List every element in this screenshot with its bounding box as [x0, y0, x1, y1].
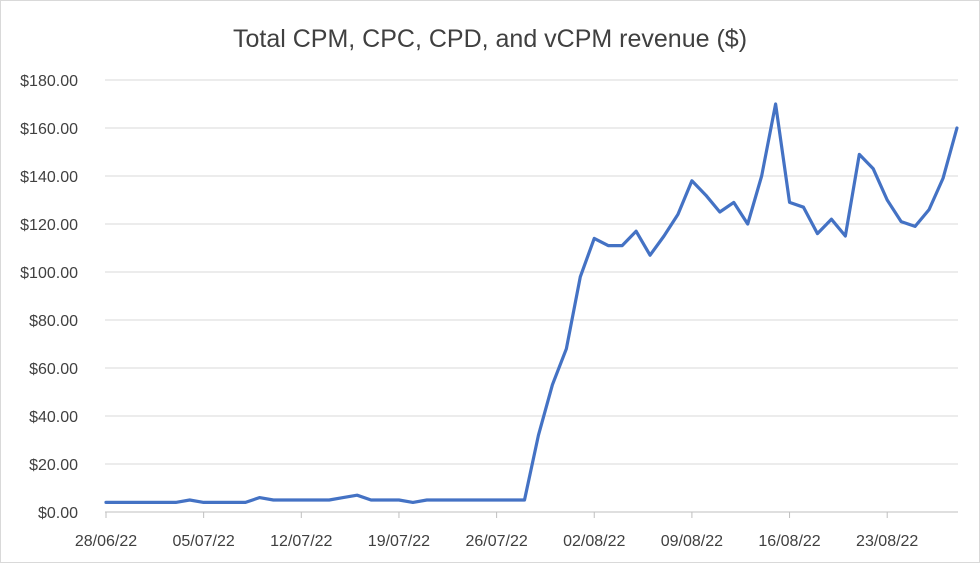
- data-point: [536, 433, 540, 437]
- series-line: [104, 102, 959, 504]
- y-tick-label: $80.00: [29, 313, 78, 330]
- data-point: [439, 498, 443, 502]
- data-point: [857, 152, 861, 156]
- data-point: [899, 220, 903, 224]
- data-point: [397, 498, 401, 502]
- data-point: [160, 500, 164, 504]
- data-point: [216, 500, 220, 504]
- chart-title: Total CPM, CPC, CPD, and vCPM revenue ($…: [233, 25, 747, 53]
- data-point: [341, 496, 345, 500]
- data-point: [132, 500, 136, 504]
- data-point: [174, 500, 178, 504]
- data-point: [648, 253, 652, 257]
- y-tick-label: $0.00: [38, 505, 78, 522]
- data-point: [732, 200, 736, 204]
- y-tick-label: $100.00: [20, 265, 78, 282]
- data-point: [411, 500, 415, 504]
- y-tick-label: $40.00: [29, 409, 78, 426]
- data-point: [704, 193, 708, 197]
- data-point: [955, 126, 959, 130]
- data-point: [453, 498, 457, 502]
- x-tick-label: 09/08/22: [661, 533, 723, 550]
- data-point: [188, 498, 192, 502]
- y-tick-label: $120.00: [20, 217, 78, 234]
- data-point: [299, 498, 303, 502]
- x-tick-label: 19/07/22: [368, 533, 430, 550]
- data-point: [202, 500, 206, 504]
- data-point: [885, 198, 889, 202]
- data-point: [578, 275, 582, 279]
- data-point: [230, 500, 234, 504]
- data-point: [843, 234, 847, 238]
- y-tick-label: $180.00: [20, 73, 78, 90]
- data-point: [620, 244, 624, 248]
- x-tick-label: 16/08/22: [758, 533, 820, 550]
- x-tick-label: 26/07/22: [465, 533, 527, 550]
- data-point: [913, 224, 917, 228]
- x-tick-label: 05/07/22: [173, 533, 235, 550]
- data-point: [634, 229, 638, 233]
- data-point: [425, 498, 429, 502]
- x-axis-tick-labels: 28/06/22 05/07/22 12/07/22 19/07/22 26/07/22…: [75, 512, 918, 550]
- data-point: [718, 210, 722, 214]
- data-point: [746, 222, 750, 226]
- gridlines: [105, 79, 958, 513]
- y-tick-label: $140.00: [20, 169, 78, 186]
- x-tick-label: 28/06/22: [75, 533, 137, 550]
- data-point: [829, 217, 833, 221]
- data-point: [104, 500, 108, 504]
- data-point: [355, 493, 359, 497]
- y-axis-tick-labels: $0.00 $20.00 $40.00 $60.00 $80.00 $100.00 $120…: [20, 73, 78, 522]
- data-point: [383, 498, 387, 502]
- data-point: [509, 498, 513, 502]
- data-point: [927, 208, 931, 212]
- series-layer: [104, 102, 959, 504]
- x-tick-label: 12/07/22: [270, 533, 332, 550]
- data-point: [788, 200, 792, 204]
- data-point: [244, 500, 248, 504]
- data-point: [592, 236, 596, 240]
- data-point: [271, 498, 275, 502]
- data-point: [481, 498, 485, 502]
- x-tick-label: 02/08/22: [563, 533, 625, 550]
- data-point: [871, 167, 875, 171]
- data-point: [118, 500, 122, 504]
- data-point: [606, 244, 610, 248]
- data-point: [662, 234, 666, 238]
- data-point: [369, 498, 373, 502]
- data-point: [676, 212, 680, 216]
- data-point: [495, 498, 499, 502]
- data-point: [941, 176, 945, 180]
- data-point: [313, 498, 317, 502]
- y-tick-label: $160.00: [20, 121, 78, 138]
- x-tick-label: 23/08/22: [856, 533, 918, 550]
- data-point: [467, 498, 471, 502]
- data-point: [802, 205, 806, 209]
- data-point: [564, 347, 568, 351]
- data-point: [550, 383, 554, 387]
- data-point: [146, 500, 150, 504]
- data-point: [760, 174, 764, 178]
- data-point: [327, 498, 331, 502]
- y-tick-label: $60.00: [29, 361, 78, 378]
- y-tick-label: $20.00: [29, 457, 78, 474]
- data-point: [815, 232, 819, 236]
- data-point: [257, 496, 261, 500]
- data-point: [690, 179, 694, 183]
- data-point: [523, 498, 527, 502]
- data-point: [285, 498, 289, 502]
- data-point: [774, 102, 778, 106]
